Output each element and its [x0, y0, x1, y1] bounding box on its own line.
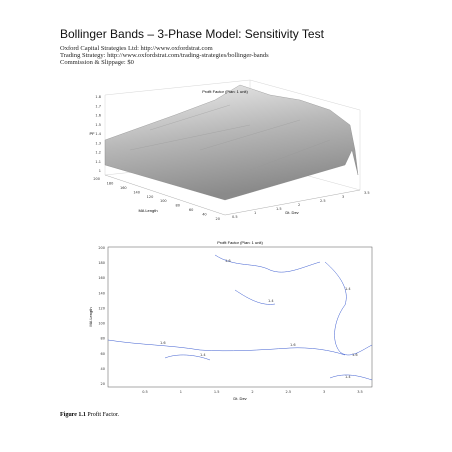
- contours: [107, 254, 373, 381]
- caption-text: Profit Factor.: [87, 411, 119, 418]
- x-tick-label: 60: [189, 208, 193, 212]
- z-tick-label: 1.8: [95, 95, 101, 99]
- y-tick-label: 40: [101, 367, 105, 371]
- contour-label: 1.6: [352, 353, 358, 357]
- x-tick-label: 200: [93, 177, 100, 181]
- x-tick-label: 120: [147, 195, 154, 199]
- info-line: Commission & Slippage: $0: [60, 59, 134, 66]
- y-tick-label: 200: [98, 246, 105, 250]
- z-tick-label: 1.5: [95, 123, 101, 127]
- z-tick-label: 1.4: [95, 132, 101, 136]
- z-tick-label: 1: [99, 169, 101, 173]
- x-tick-label: 2.5: [286, 390, 292, 394]
- y-tick-label: 140: [98, 291, 105, 295]
- x-tick-label: 0.5: [142, 390, 148, 394]
- z-tick-label: 1.1: [95, 160, 101, 164]
- x-tick-label: 160: [120, 186, 127, 190]
- x-tick-label: 2: [251, 390, 253, 394]
- plot-title: Profit Factor (Plan: 1 unit): [217, 240, 263, 245]
- contour-label: 1.4: [345, 287, 351, 291]
- y-tick-label: 60: [101, 352, 105, 356]
- contour-ticks: 200 180 160 140 120 100 80 60 40 20 0.5 1 1.5 2 2.5 3 3.…: [98, 246, 362, 394]
- y-tick-label: 3: [342, 195, 344, 199]
- y-tick-label: 2.5: [320, 199, 326, 203]
- surface-plot: [104, 79, 361, 216]
- y-tick-label: 3.5: [364, 191, 370, 195]
- y-tick-label: 20: [101, 382, 105, 386]
- axis-label: Dt. Dev: [233, 396, 246, 401]
- axis-label: Dt. Dev: [285, 210, 298, 215]
- z-tick-label: 1.2: [95, 151, 101, 155]
- y-tick-label: 180: [98, 261, 105, 265]
- x-tick-label: 1: [180, 390, 182, 394]
- y-tick-label: 100: [98, 322, 105, 326]
- y-tick-label: 2: [298, 203, 300, 207]
- contour-label: 1.6: [290, 343, 296, 347]
- contour-label: 1.4: [345, 375, 351, 379]
- x-tick-label: 1.5: [214, 390, 220, 394]
- contour-label: 1.6: [225, 259, 231, 263]
- z-tick-label: 1.6: [95, 114, 101, 118]
- y-tick-label: 0.5: [232, 215, 238, 219]
- title: Bollinger Bands – 3-Phase Model: Sensiti…: [60, 27, 325, 41]
- x-tick-label: 180: [107, 181, 114, 185]
- surface-ticks: 1.81.71.61.51.41.31.21.11200180160140120…: [93, 95, 369, 221]
- z-tick-label: 1.7: [95, 104, 101, 108]
- x-tick-label: 140: [133, 190, 140, 194]
- x-tick-label: 40: [202, 213, 206, 217]
- plot-title: Profit Factor (Plan: 1 unit): [202, 89, 248, 94]
- y-tick-label: 1.5: [276, 207, 282, 211]
- info-line: Oxford Capital Strategies Ltd: http://ww…: [60, 45, 213, 52]
- y-tick-label: 80: [101, 337, 105, 341]
- x-tick-label: 3.5: [357, 390, 363, 394]
- axis-label: MA Length: [138, 208, 157, 213]
- x-tick-label: 80: [176, 204, 180, 208]
- y-tick-label: 160: [98, 276, 105, 280]
- y-tick-label: 1: [254, 211, 256, 215]
- x-tick-label: 20: [216, 217, 220, 221]
- contour-label: 1.4: [200, 353, 206, 357]
- caption: Figure 1.1 Profit Factor.: [60, 411, 120, 418]
- contour-label: 1.6: [160, 341, 166, 345]
- contour-frame: [107, 246, 373, 388]
- info-line: Trading Strategy: http://www.oxfordstrat…: [60, 52, 269, 59]
- caption-label: Figure 1.1: [60, 412, 86, 418]
- axis-label: MA Length: [88, 307, 93, 326]
- axis-label: PF: [89, 131, 95, 136]
- y-tick-label: 120: [98, 306, 105, 310]
- contour-label: 1.4: [268, 299, 274, 303]
- x-tick-label: 100: [160, 199, 167, 203]
- z-tick-label: 1.3: [95, 141, 101, 145]
- x-tick-label: 3: [323, 390, 325, 394]
